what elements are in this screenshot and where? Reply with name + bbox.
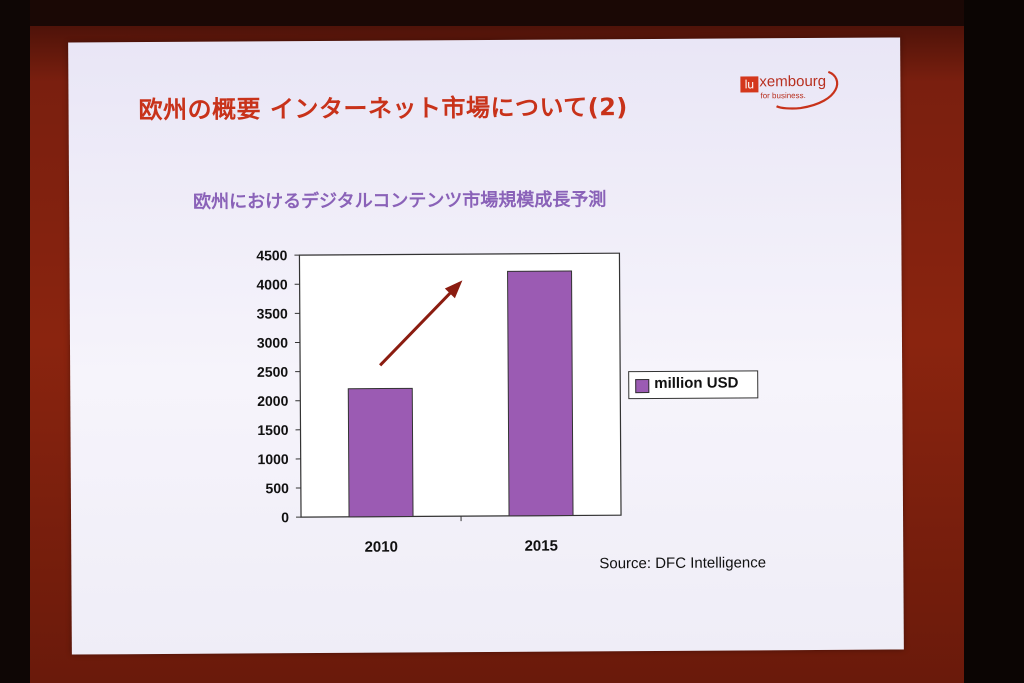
x-tick-label: 2015: [524, 538, 557, 555]
y-tick-label: 3000: [257, 335, 288, 351]
top-dark-band: [0, 0, 1024, 26]
y-tick-label: 1000: [257, 451, 288, 467]
luxembourg-logo: lu xembourg for business.: [740, 68, 850, 115]
slide: 欧州の概要 インターネット市場について(2) lu xembourg for b…: [68, 37, 904, 655]
y-tick-label: 500: [265, 480, 289, 496]
legend-swatch: [635, 379, 650, 394]
y-tick-label: 0: [281, 509, 289, 525]
legend-label: million USD: [654, 374, 739, 392]
growth-arrow-line: [379, 282, 461, 367]
chart-legend: million USD: [628, 370, 759, 400]
y-tick-label: 3500: [257, 305, 288, 321]
left-dark-frame: [0, 0, 30, 683]
x-tick-label: 2010: [364, 539, 397, 556]
y-tick-label: 1500: [257, 422, 288, 438]
bar: [347, 387, 414, 518]
y-tick-label: 2000: [257, 393, 288, 409]
y-tick-label: 2500: [257, 364, 288, 380]
logo-swoosh-icon: [776, 70, 839, 110]
right-dark-frame: [964, 0, 1024, 683]
growth-arrow-head-icon: [444, 280, 463, 299]
y-tick-label: 4000: [256, 276, 287, 292]
y-tick-label: 4500: [256, 247, 287, 263]
bar: [507, 270, 574, 517]
source-note: Source: DFC Intelligence: [599, 554, 767, 573]
bar-chart: 0 500 1000 1500 2000 2500 3000 3500 4000 4500 2010…: [256, 247, 622, 556]
